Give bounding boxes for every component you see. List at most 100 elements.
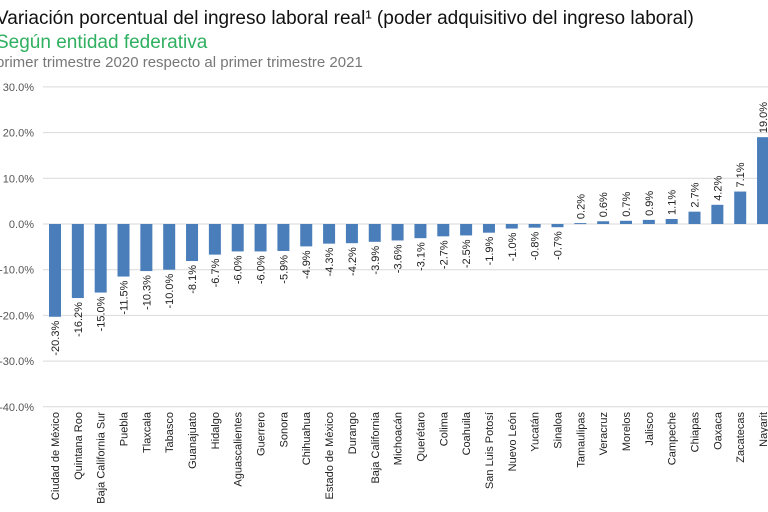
data-label: -6.0% — [256, 255, 268, 284]
bar — [208, 224, 221, 255]
y-tick-label: -40.0% — [0, 402, 34, 414]
bar — [551, 224, 564, 228]
data-label: -2.5% — [461, 239, 473, 268]
x-tick-label: Chihuahua — [301, 411, 313, 465]
x-tick-label: Veracruz — [598, 412, 610, 455]
bar — [688, 211, 701, 224]
bar — [528, 224, 541, 228]
bar — [711, 204, 724, 224]
x-tick-label: Nuevo León — [507, 412, 519, 471]
bar — [734, 191, 747, 224]
bar — [665, 218, 678, 224]
y-tick-label: 10.0% — [3, 173, 34, 185]
x-tick-label: Baja California Sur — [96, 412, 108, 504]
bar — [140, 224, 153, 272]
x-tick-label: Oaxaca — [712, 411, 724, 450]
x-tick-label: Jalisco — [644, 412, 656, 446]
bar — [117, 224, 130, 277]
x-tick-label: Guanajuato — [187, 412, 199, 469]
data-label: 1.1% — [667, 190, 679, 215]
x-tick-label: Tamaulipas — [575, 412, 587, 468]
bar — [414, 224, 427, 239]
data-label: -1.9% — [484, 236, 496, 265]
data-label: -4.9% — [301, 250, 313, 279]
data-label: -5.9% — [278, 255, 290, 284]
data-label: -4.2% — [347, 247, 359, 276]
data-label: -16.2% — [73, 302, 85, 337]
bar — [254, 224, 267, 252]
data-label: -10.3% — [141, 275, 153, 310]
bar — [460, 224, 473, 236]
x-tick-label: Guerrero — [256, 412, 268, 456]
data-label: 0.9% — [644, 191, 656, 216]
y-tick-label: -10.0% — [0, 265, 34, 277]
x-tick-label: Durango — [347, 412, 359, 454]
data-label: -10.0% — [164, 273, 176, 308]
data-label: 2.7% — [690, 182, 702, 207]
x-tick-label: San Luis Potosí — [484, 412, 496, 489]
x-tick-label: Tabasco — [164, 412, 176, 453]
x-tick-label: Sinaloa — [552, 411, 564, 449]
y-tick-label: 30.0% — [3, 82, 34, 94]
y-tick-label: 20.0% — [3, 128, 34, 140]
x-tick-label: Querétaro — [415, 412, 427, 462]
x-tick-label: Sonora — [278, 411, 290, 447]
x-tick-label: Campeche — [667, 412, 679, 465]
data-label: 0.7% — [621, 192, 633, 217]
bar — [505, 224, 518, 229]
x-tick-label: Estado de México — [324, 412, 336, 499]
x-tick-label: Aguascalientes — [233, 412, 245, 487]
x-tick-label: Chiapas — [690, 412, 702, 453]
bar — [323, 224, 336, 244]
bar — [231, 224, 244, 252]
bar — [597, 221, 610, 224]
x-tick-label: Michoacán — [393, 412, 405, 465]
data-label: 0.6% — [598, 192, 610, 217]
data-label: -3.1% — [415, 242, 427, 271]
data-label: 7.1% — [735, 162, 747, 187]
data-label: -15.0% — [96, 296, 108, 331]
x-tick-label: Baja California — [370, 411, 382, 483]
data-label: 19.0% — [758, 102, 768, 133]
y-tick-label: -20.0% — [0, 310, 34, 322]
x-tick-label: Hidalgo — [210, 412, 222, 449]
bar — [574, 223, 587, 225]
data-label: -0.8% — [530, 231, 542, 260]
x-tick-label: Puebla — [119, 411, 131, 446]
x-tick-label: Coahuila — [461, 411, 473, 455]
x-tick-label: Zacatecas — [735, 412, 747, 463]
bar — [277, 224, 290, 251]
bar — [482, 224, 495, 233]
data-label: -4.3% — [324, 247, 336, 276]
data-label: -11.5% — [119, 280, 131, 314]
data-label: -3.9% — [370, 246, 382, 275]
bar — [345, 224, 358, 244]
data-label: -0.7% — [552, 231, 564, 260]
bar — [437, 224, 450, 237]
x-tick-label: Yucatán — [530, 412, 542, 452]
data-label: -6.0% — [233, 255, 245, 284]
data-label: 0.2% — [575, 194, 587, 219]
data-label: -3.6% — [393, 244, 405, 273]
bar — [620, 220, 632, 224]
data-label: -8.1% — [187, 265, 199, 294]
bar — [300, 224, 313, 247]
bar — [71, 224, 84, 299]
x-tick-label: Colima — [438, 411, 450, 446]
data-label: -6.7% — [210, 258, 222, 287]
bar — [163, 224, 176, 270]
data-label: -1.0% — [507, 232, 519, 261]
x-tick-label: Nayarit — [758, 412, 768, 447]
data-label: -2.7% — [438, 240, 450, 269]
chart-subtitle: Según entidad federativa — [0, 32, 208, 53]
bar — [186, 224, 199, 262]
bar — [49, 224, 61, 317]
data-label: 4.2% — [712, 176, 724, 201]
x-tick-label: Quintana Roo — [73, 412, 85, 480]
x-tick-label: Ciudad de México — [50, 412, 62, 500]
chart-title: Variación porcentual del ingreso laboral… — [0, 8, 694, 29]
bar — [391, 224, 404, 241]
data-label: -20.3% — [50, 321, 62, 356]
chart-period: primer trimestre 2020 respecto al primer… — [0, 54, 363, 71]
